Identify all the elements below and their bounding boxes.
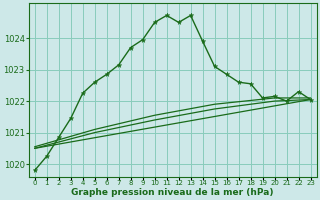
X-axis label: Graphe pression niveau de la mer (hPa): Graphe pression niveau de la mer (hPa) <box>71 188 274 197</box>
